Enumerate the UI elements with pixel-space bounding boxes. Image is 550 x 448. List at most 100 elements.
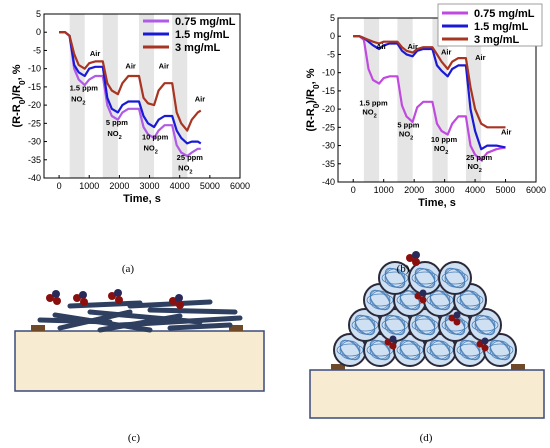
nanosphere	[468, 308, 502, 342]
y-tick-label: -5	[33, 45, 41, 55]
no2-molecule-4	[169, 294, 184, 309]
y-tick-label: -15	[322, 86, 335, 96]
annotation-label: 10 ppm	[431, 135, 458, 144]
annotation-label: 10 ppm	[142, 133, 169, 142]
y-tick-label: -40	[322, 177, 335, 187]
x-tick-label: 2000	[109, 181, 129, 191]
legend-entry: 1.5 mg/mL	[474, 21, 529, 33]
y-tick-label: -35	[322, 159, 335, 169]
no2-molecule	[384, 335, 397, 350]
caption-c: (c)	[128, 432, 141, 444]
y-tick-label: -20	[322, 104, 335, 114]
series-line-1	[353, 35, 506, 162]
annotation-label: Air	[407, 42, 418, 51]
electrode-right-d	[511, 364, 525, 370]
annotation-label: NO2	[399, 129, 413, 141]
annotation-label: Air	[475, 53, 486, 62]
y-tick-label: -40	[28, 173, 41, 183]
y-tick-label: -35	[28, 155, 41, 165]
annotation-label: NO2	[178, 164, 192, 176]
series-line-3	[353, 35, 506, 129]
x-tick-label: 4000	[465, 185, 485, 195]
nanosheet-stack	[37, 299, 243, 333]
series-line-2	[353, 35, 506, 151]
legend-entry: 3 mg/mL	[175, 42, 221, 54]
substrate-c	[14, 330, 265, 392]
annotation-label: Air	[90, 49, 101, 58]
y-tick-label: 5	[330, 13, 335, 23]
y-tick-label: -15	[28, 82, 41, 92]
y-tick-label: -30	[28, 137, 41, 147]
annotation-label: Air	[195, 94, 206, 103]
x-axis-label: Time, s	[123, 193, 161, 205]
legend-entry: 3 mg/mL	[474, 34, 520, 46]
nanosphere	[408, 261, 442, 295]
annotation-label: Air	[125, 62, 135, 71]
annotation-label: 25 ppm	[177, 153, 204, 162]
x-tick-label: 2000	[404, 185, 424, 195]
y-tick-label: -5	[327, 49, 335, 59]
x-tick-label: 4000	[170, 181, 190, 191]
no2-molecule-2	[73, 291, 88, 306]
nanosphere	[483, 333, 517, 367]
nanosphere	[438, 261, 472, 295]
no2-molecule-top	[406, 251, 420, 266]
series-line-2	[59, 31, 202, 145]
annotation-label: NO2	[107, 129, 121, 141]
electrode-left-d	[331, 364, 345, 370]
no2-molecule	[448, 311, 461, 326]
caption-a: (a)	[122, 263, 135, 275]
schematic-panel-c	[14, 289, 265, 392]
schematic-panel-d	[309, 251, 545, 419]
plot-frame	[43, 13, 241, 179]
chart-panel-b: 5 0 -5 -10 -15 -20 -25 -30 -35 -40 0 1000 2000 3000 40…	[305, 3, 546, 209]
y-tick-label: -25	[322, 122, 335, 132]
x-tick-label: 6000	[526, 185, 546, 195]
annotation-label: Air	[159, 62, 170, 71]
legend: 0.75 mg/mL1.5 mg/mL3 mg/mL	[437, 3, 543, 47]
y-tick-label: -10	[28, 64, 41, 74]
legend-entry: 1.5 mg/mL	[175, 29, 230, 41]
series-line-1	[59, 31, 201, 158]
y-tick-label: -30	[322, 141, 335, 151]
no2-molecule-3	[108, 289, 123, 304]
annotation-label: 1.5 ppm	[70, 84, 99, 93]
x-tick-label: 5000	[200, 181, 220, 191]
legend: 0.75 mg/mL1.5 mg/mL3 mg/mL	[143, 16, 236, 54]
chart-panel-a: 5 0 -5 -10 -15 -20 -25 -30 -35 -40 0 1000 2000 3000 40…	[11, 9, 250, 205]
annotation-label: NO2	[434, 144, 448, 156]
annotation-label: Air	[501, 128, 512, 137]
y-tick-label: 5	[36, 9, 41, 19]
annotation-label: Air	[376, 42, 387, 51]
x-tick-label: 0	[57, 181, 62, 191]
x-tick-label: 6000	[230, 181, 250, 191]
annotation-label: 1.5 ppm	[359, 98, 388, 107]
no2-molecule	[476, 337, 489, 352]
x-tick-label: 5000	[496, 185, 516, 195]
annotation-label: NO2	[467, 162, 481, 174]
annotation-label: 5 ppm	[397, 120, 419, 129]
annotation-label: NO2	[362, 108, 376, 120]
x-axis-label: Time, s	[418, 197, 456, 209]
caption-d: (d)	[420, 432, 433, 444]
y-tick-label: 0	[330, 31, 335, 41]
plot-frame	[337, 17, 537, 183]
y-axis-label: (R-R0)/R0, %	[11, 64, 27, 127]
annotation-label: NO2	[144, 144, 158, 156]
legend-entry: 0.75 mg/mL	[474, 8, 535, 20]
y-tick-label: -25	[28, 118, 41, 128]
y-tick-label: 0	[36, 27, 41, 37]
annotation-label: 25 ppm	[466, 153, 493, 162]
gas-exposure-band	[138, 14, 155, 178]
x-tick-label: 3000	[140, 181, 160, 191]
x-tick-label: 1000	[374, 185, 394, 195]
electrode-right-c	[229, 325, 243, 331]
no2-molecule-1	[46, 290, 61, 305]
no2-molecule	[414, 289, 427, 304]
y-axis-label: (R-R0)/R0, %	[305, 68, 321, 131]
nanosphere-pile	[333, 261, 517, 367]
legend-entry: 0.75 mg/mL	[175, 16, 236, 28]
nanosphere	[378, 308, 412, 342]
x-tick-label: 3000	[435, 185, 455, 195]
